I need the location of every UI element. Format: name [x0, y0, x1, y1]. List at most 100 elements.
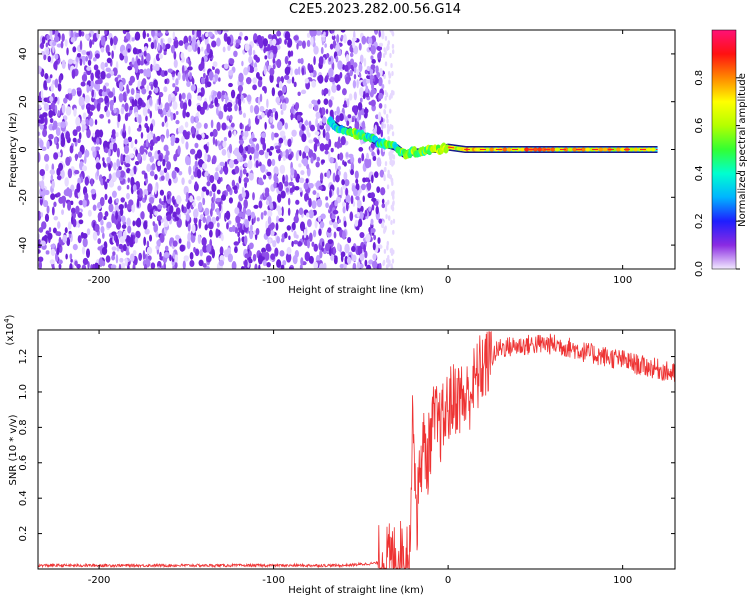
- noise-speckle: [254, 150, 260, 159]
- noise-speckle: [169, 204, 174, 214]
- noise-speckle: [244, 35, 249, 41]
- noise-speckle: [118, 243, 124, 250]
- noise-speckle: [231, 179, 236, 187]
- noise-speckle: [79, 58, 83, 66]
- noise-speckle: [237, 231, 241, 238]
- snr-scale-label: (x104): [3, 314, 16, 345]
- noise-speckle: [276, 259, 282, 268]
- noise-speckle: [145, 138, 149, 148]
- noise-speckle: [389, 155, 392, 161]
- noise-speckle: [128, 125, 131, 135]
- noise-speckle: [383, 167, 387, 173]
- noise-speckle: [376, 45, 383, 51]
- noise-speckle: [227, 106, 233, 112]
- noise-speckle: [228, 197, 234, 204]
- noise-speckle: [271, 87, 276, 97]
- noise-speckle: [391, 131, 395, 137]
- noise-speckle: [87, 106, 91, 115]
- noise-speckle: [267, 158, 272, 167]
- noise-speckle: [189, 195, 194, 203]
- noise-speckle: [93, 64, 99, 71]
- noise-speckle: [386, 129, 390, 135]
- noise-speckle: [345, 201, 349, 212]
- noise-speckle: [87, 59, 92, 66]
- noise-speckle: [299, 150, 302, 157]
- noise-speckle: [255, 143, 260, 152]
- noise-speckle: [212, 90, 218, 97]
- noise-speckle: [242, 99, 246, 104]
- noise-speckle: [143, 50, 147, 57]
- noise-speckle: [219, 161, 225, 167]
- noise-speckle: [159, 170, 164, 176]
- noise-speckle: [99, 196, 105, 207]
- noise-speckle: [384, 206, 388, 212]
- noise-speckle: [250, 211, 256, 219]
- noise-speckle: [266, 98, 269, 109]
- noise-speckle: [371, 151, 375, 157]
- noise-speckle: [67, 221, 72, 230]
- snr-ytick-label: 1.2: [18, 349, 29, 365]
- noise-speckle: [120, 153, 124, 163]
- noise-speckle: [138, 114, 142, 125]
- noise-speckle: [134, 236, 139, 244]
- noise-speckle: [326, 170, 331, 179]
- noise-speckle: [264, 121, 267, 130]
- noise-speckle: [354, 121, 360, 130]
- noise-speckle: [89, 118, 94, 127]
- noise-speckle: [144, 46, 148, 51]
- noise-speckle: [120, 197, 125, 203]
- noise-speckle: [206, 43, 211, 54]
- noise-speckle: [267, 210, 273, 218]
- noise-speckle: [337, 60, 343, 70]
- noise-speckle: [258, 264, 261, 269]
- noise-speckle: [53, 136, 58, 145]
- noise-speckle: [279, 130, 286, 137]
- noise-speckle: [61, 33, 65, 42]
- noise-speckle: [77, 151, 83, 159]
- noise-speckle: [372, 155, 377, 162]
- noise-speckle: [43, 80, 47, 89]
- noise-speckle: [253, 204, 259, 209]
- noise-speckle: [234, 226, 239, 234]
- noise-speckle: [258, 76, 263, 81]
- noise-speckle: [58, 259, 63, 265]
- noise-speckle: [74, 32, 80, 38]
- noise-speckle: [100, 225, 105, 234]
- noise-speckle: [215, 139, 218, 147]
- noise-speckle: [176, 194, 182, 205]
- noise-speckle: [102, 175, 106, 186]
- noise-speckle: [227, 253, 233, 263]
- noise-speckle: [208, 104, 214, 109]
- noise-speckle: [253, 54, 258, 61]
- noise-speckle: [124, 54, 128, 64]
- noise-speckle: [39, 169, 46, 177]
- noise-speckle: [204, 134, 209, 140]
- noise-speckle: [139, 145, 145, 155]
- noise-speckle: [211, 40, 217, 48]
- noise-speckle: [282, 151, 286, 157]
- noise-speckle: [359, 54, 364, 64]
- noise-speckle: [388, 79, 391, 85]
- colorbar-tick-label: 0.8: [694, 70, 705, 86]
- noise-speckle: [144, 172, 148, 179]
- noise-speckle: [238, 110, 243, 115]
- noise-speckle: [163, 144, 169, 152]
- noise-speckle: [105, 67, 112, 73]
- noise-speckle: [84, 94, 91, 104]
- noise-speckle: [388, 95, 392, 101]
- noise-speckle: [201, 186, 207, 192]
- noise-speckle: [61, 103, 66, 114]
- noise-speckle: [382, 261, 385, 267]
- noise-speckle: [149, 234, 153, 242]
- noise-speckle: [373, 30, 379, 35]
- noise-speckle: [53, 215, 59, 221]
- noise-speckle: [153, 39, 157, 50]
- noise-speckle: [134, 31, 141, 41]
- noise-speckle: [322, 37, 326, 42]
- noise-speckle: [94, 223, 100, 233]
- noise-speckle: [154, 185, 157, 195]
- noise-speckle: [86, 248, 91, 259]
- noise-speckle: [132, 263, 136, 269]
- noise-speckle: [353, 73, 357, 80]
- noise-speckle: [187, 232, 192, 242]
